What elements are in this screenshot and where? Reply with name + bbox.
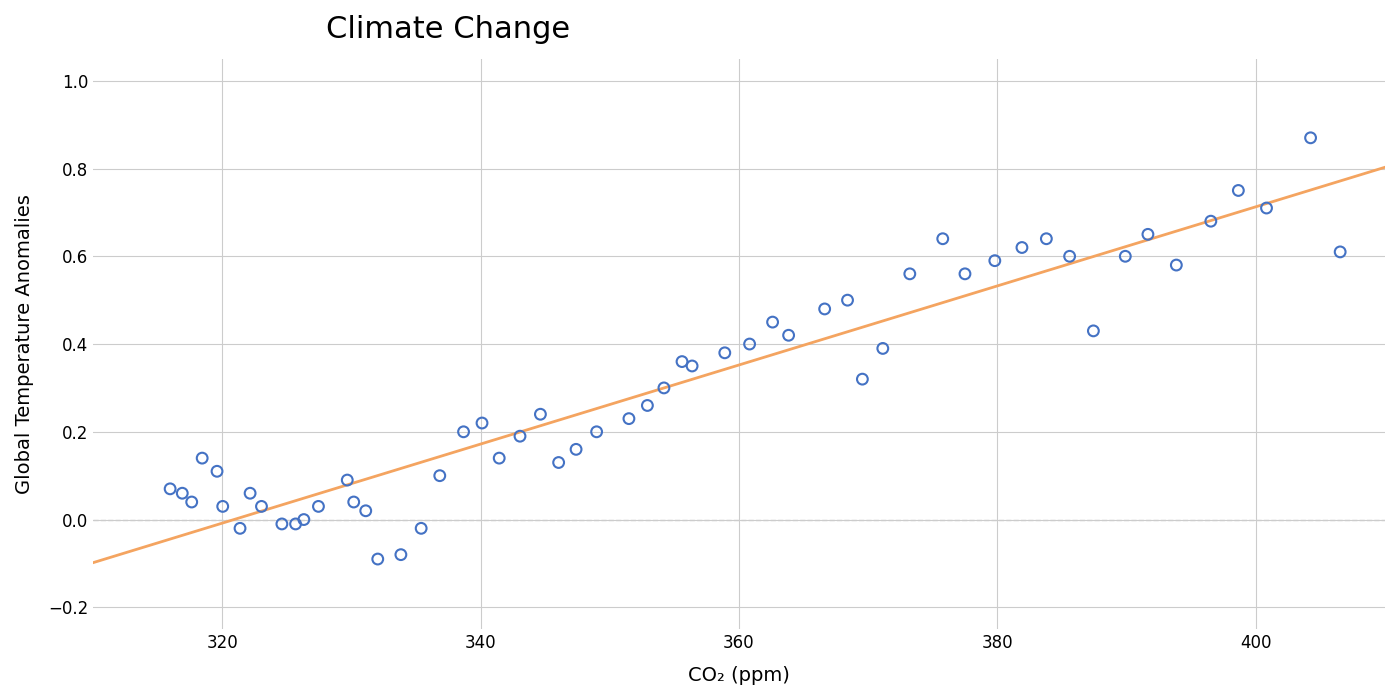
Point: [343, 496, 365, 507]
Point: [836, 295, 858, 306]
Point: [489, 452, 511, 463]
Point: [671, 356, 693, 368]
Point: [1137, 229, 1159, 240]
Point: [652, 382, 675, 393]
Point: [813, 303, 836, 314]
Point: [171, 488, 193, 499]
Point: [1011, 242, 1033, 253]
Y-axis label: Global Temperature Anomalies: Global Temperature Anomalies: [15, 194, 34, 494]
Point: [367, 554, 389, 565]
Point: [738, 338, 760, 349]
Point: [508, 430, 531, 442]
Point: [529, 409, 552, 420]
Point: [1035, 233, 1057, 244]
Point: [953, 268, 976, 279]
Point: [1256, 202, 1278, 214]
Point: [389, 549, 412, 560]
Point: [931, 233, 953, 244]
Point: [585, 426, 608, 438]
Point: [1299, 132, 1322, 144]
Point: [564, 444, 587, 455]
Point: [680, 360, 703, 372]
Point: [251, 500, 273, 512]
Point: [206, 466, 228, 477]
Point: [1228, 185, 1250, 196]
Point: [452, 426, 475, 438]
Point: [1329, 246, 1351, 258]
Point: [354, 505, 377, 517]
Point: [470, 417, 493, 428]
Point: [714, 347, 736, 358]
Point: [851, 374, 874, 385]
Point: [1114, 251, 1137, 262]
Point: [190, 452, 213, 463]
Point: [636, 400, 658, 411]
Point: [547, 457, 570, 468]
Point: [984, 255, 1007, 266]
Text: Climate Change: Climate Change: [326, 15, 570, 44]
Point: [410, 523, 433, 534]
Point: [872, 343, 895, 354]
Point: [1058, 251, 1081, 262]
Point: [284, 518, 307, 529]
Point: [1200, 216, 1222, 227]
Point: [428, 470, 451, 482]
Point: [181, 496, 203, 507]
Point: [293, 514, 315, 525]
Point: [1082, 326, 1105, 337]
Point: [270, 518, 293, 529]
Point: [307, 500, 329, 512]
Point: [228, 523, 251, 534]
Point: [899, 268, 921, 279]
Point: [160, 483, 182, 494]
Point: [617, 413, 640, 424]
Point: [1165, 260, 1187, 271]
Point: [239, 488, 262, 499]
Point: [336, 475, 358, 486]
Point: [777, 330, 799, 341]
X-axis label: CO₂ (ppm): CO₂ (ppm): [687, 666, 790, 685]
Point: [762, 316, 784, 328]
Point: [211, 500, 234, 512]
